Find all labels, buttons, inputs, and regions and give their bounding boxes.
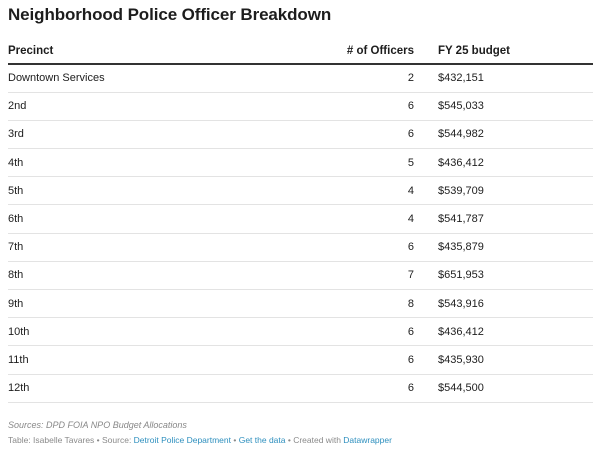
table-row: 2nd 6 $545,033 xyxy=(8,92,593,121)
cell-officers: 6 xyxy=(303,233,414,262)
cell-officers: 6 xyxy=(303,374,414,403)
table-row: 4th 5 $436,412 xyxy=(8,148,593,178)
page-title: Neighborhood Police Officer Breakdown xyxy=(8,5,332,24)
cell-precinct: Downtown Services xyxy=(8,64,303,93)
table-row: 9th 8 $543,916 xyxy=(8,289,593,319)
cell-officers: 6 xyxy=(303,120,414,150)
cell-budget: $436,412 xyxy=(414,317,593,347)
cell-budget: $543,916 xyxy=(414,289,593,319)
cell-officers: 7 xyxy=(303,261,414,291)
table-row: 12th 6 $544,500 xyxy=(8,374,593,403)
cell-officers: 4 xyxy=(303,176,414,206)
table-row: 5th 4 $539,709 xyxy=(8,176,593,206)
footer-credit-text: Table: Isabelle Tavares • Source: xyxy=(8,435,134,445)
cell-precinct: 4th xyxy=(8,148,303,178)
table-row: 11th 6 $435,930 xyxy=(8,345,593,375)
table-row: 10th 6 $436,412 xyxy=(8,317,593,347)
get-the-data-link[interactable]: Get the data xyxy=(238,435,286,445)
cell-precinct: 7th xyxy=(8,233,303,262)
cell-officers: 5 xyxy=(303,148,414,178)
cell-officers: 6 xyxy=(303,317,414,347)
cell-officers: 8 xyxy=(303,289,414,319)
cell-precinct: 3rd xyxy=(8,120,303,150)
cell-precinct: 5th xyxy=(8,176,303,206)
cell-officers: 2 xyxy=(303,64,414,93)
table-body: Downtown Services 2 $432,151 2nd 6 $545,033 3r… xyxy=(8,64,593,403)
cell-precinct: 2nd xyxy=(8,92,303,121)
cell-budget: $435,930 xyxy=(414,345,593,375)
cell-budget: $541,787 xyxy=(414,204,593,234)
cell-budget: $651,953 xyxy=(414,261,593,291)
cell-precinct: 11th xyxy=(8,345,303,375)
source-link[interactable]: Detroit Police Department xyxy=(133,435,231,445)
cell-budget: $545,033 xyxy=(414,92,593,121)
footer-created-with: • Created with xyxy=(285,435,344,445)
cell-budget: $544,982 xyxy=(414,120,593,150)
cell-precinct: 9th xyxy=(8,289,303,319)
cell-precinct: 12th xyxy=(8,374,303,403)
cell-precinct: 8th xyxy=(8,261,303,291)
table-header-row: Precinct # of Officers FY 25 budget xyxy=(8,39,593,65)
cell-budget: $435,879 xyxy=(414,233,593,262)
cell-precinct: 10th xyxy=(8,317,303,347)
table-row: Downtown Services 2 $432,151 xyxy=(8,64,593,93)
cell-officers: 6 xyxy=(303,92,414,121)
cell-officers: 4 xyxy=(303,204,414,234)
cell-precinct: 6th xyxy=(8,204,303,234)
table-row: 8th 7 $651,953 xyxy=(8,261,593,291)
datawrapper-link[interactable]: Datawrapper xyxy=(343,435,392,445)
cell-budget: $432,151 xyxy=(414,64,593,93)
table-row: 7th 6 $435,879 xyxy=(8,233,593,262)
footer-separator: • xyxy=(231,435,239,445)
table-row: 3rd 6 $544,982 xyxy=(8,120,593,150)
source-notes: Sources: DPD FOIA NPO Budget Allocations xyxy=(8,420,187,430)
cell-budget: $436,412 xyxy=(414,148,593,178)
table-row: 6th 4 $541,787 xyxy=(8,204,593,234)
data-table: Precinct # of Officers FY 25 budget Down… xyxy=(8,39,593,403)
column-header-precinct[interactable]: Precinct xyxy=(8,39,303,65)
cell-budget: $544,500 xyxy=(414,374,593,403)
column-header-budget[interactable]: FY 25 budget xyxy=(414,39,593,65)
footer-credits: Table: Isabelle Tavares • Source: Detroi… xyxy=(8,435,392,445)
cell-budget: $539,709 xyxy=(414,176,593,206)
column-header-officers[interactable]: # of Officers xyxy=(303,39,414,65)
cell-officers: 6 xyxy=(303,345,414,375)
